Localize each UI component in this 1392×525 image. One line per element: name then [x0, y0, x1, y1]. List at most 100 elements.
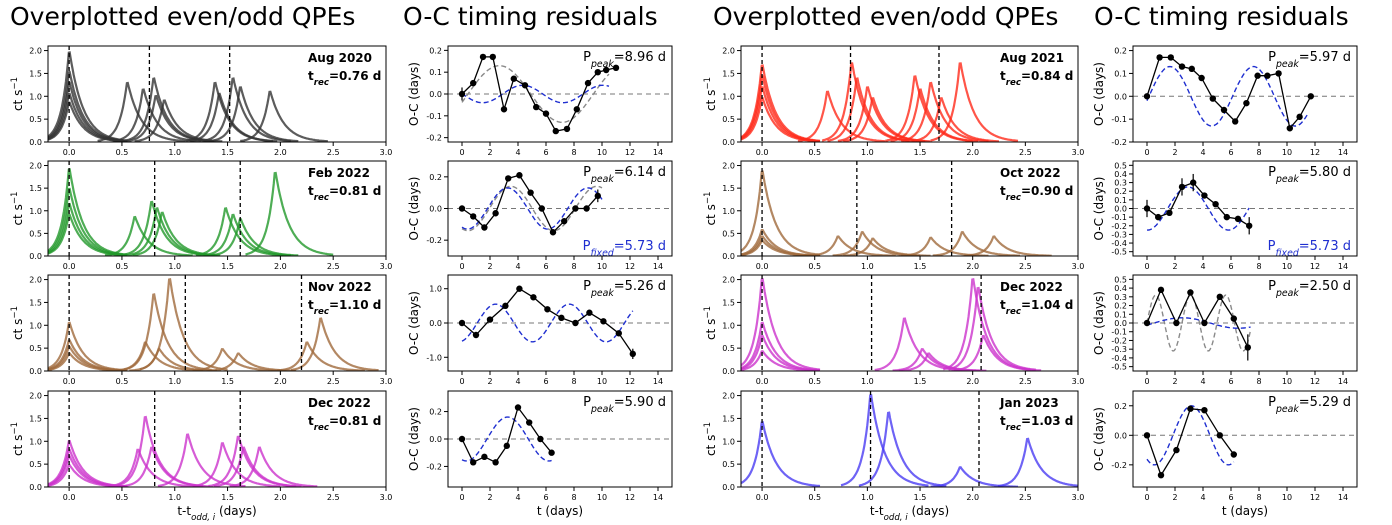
- oc-data-point: [1143, 205, 1151, 212]
- oc-data-point: [510, 75, 517, 82]
- x-tick-label: 6: [1228, 262, 1233, 271]
- y-tick-label: 0.5: [1114, 275, 1127, 284]
- oc-y-axis-label: O-C (days): [407, 407, 421, 471]
- x-tick-label: 0: [459, 148, 464, 157]
- plot-area: [448, 285, 672, 359]
- p-peak-label: Ppeak=5.26 d: [583, 279, 666, 299]
- oc-y-axis-label: O-C (days): [1092, 291, 1106, 355]
- epoch-label: Oct 2022: [1000, 166, 1061, 180]
- qpe-flare-curve: [843, 237, 931, 256]
- x-tick-label: 2: [1172, 262, 1177, 271]
- x-tick-label: 1.0: [861, 262, 874, 271]
- oc-panel-8: 0 2 4 6 8 10 12 14 -0.5-0.4-0.3-0.2-0.10.00.10.2…: [1092, 160, 1358, 271]
- oc-data-point: [552, 127, 559, 135]
- plot-area: [48, 46, 328, 142]
- x-tick-label: 14: [1338, 262, 1348, 271]
- oc-data-point: [1201, 407, 1208, 414]
- qpe-flare-curve: [953, 334, 1042, 371]
- qpe-flare-curve: [840, 393, 929, 487]
- x-tick-label: 2: [1172, 148, 1177, 157]
- y-tick-label: 1.0: [722, 92, 735, 101]
- y-tick-label: 0.0: [722, 138, 735, 147]
- x-tick-label: 0.5: [116, 493, 129, 502]
- oc-data-point: [548, 449, 555, 456]
- y-tick-label: 1.0: [722, 437, 735, 446]
- lightcurve-y-axis-label: ct s−1: [10, 306, 25, 340]
- column-title-2: O-C timing residuals: [403, 2, 658, 31]
- p-peak-label: Ppeak=5.80 d: [1268, 165, 1351, 185]
- oc-data-point: [1246, 222, 1253, 229]
- y-tick-label: 0.3: [1114, 179, 1127, 188]
- oc-data-line: [1146, 181, 1250, 227]
- oc-data-point: [615, 330, 622, 337]
- x-tick-label: 0.0: [756, 148, 769, 157]
- x-tick-label: 3.0: [380, 377, 393, 386]
- x-tick-label: 2: [1172, 377, 1177, 386]
- x-tick-label: 8: [1256, 493, 1261, 502]
- y-tick-label: 0.0: [1114, 319, 1127, 328]
- x-tick-label: 3.0: [380, 262, 393, 271]
- y-tick-label: -0.1: [426, 112, 442, 121]
- x-tick-label: 1.5: [221, 148, 234, 157]
- oc-panel-12: 0 2 4 6 8 10 12 14 -0.5-0.4-0.3-0.2-0.10.00.10.2…: [1092, 274, 1358, 386]
- plot-area: [741, 46, 1019, 142]
- column-title-4: O-C timing residuals: [1094, 2, 1349, 31]
- x-tick-label: 2.5: [1019, 377, 1032, 386]
- oc-data-point: [489, 53, 496, 61]
- gray-model-curve: [461, 185, 603, 232]
- lightcurve-panel-9: 0.0 0.5 1.0 1.5 2.0 2.5 3.0 0.0 0.5 1.0 1.5 2.0 Nov …: [10, 274, 393, 386]
- x-tick-label: 0.0: [756, 493, 769, 502]
- y-tick-label: 0.2: [1114, 302, 1127, 311]
- axes-frame: [1132, 390, 1358, 488]
- oc-data-point: [629, 350, 636, 358]
- plot-area: [1133, 54, 1357, 132]
- oc-panel-16: 0 2 4 6 8 10 12 14 -0.2 0.0 0.2 Ppeak=5.29 d O-C (da…: [1092, 390, 1358, 518]
- oc-x-axis-label: t (days): [537, 504, 583, 518]
- y-tick-label: -0.2: [426, 462, 442, 471]
- oc-data-point: [1307, 93, 1315, 100]
- oc-data-point: [503, 442, 510, 450]
- y-tick-label: 0.1: [429, 68, 442, 77]
- qpe-flare-curve: [741, 239, 820, 256]
- oc-data-point: [479, 53, 487, 61]
- oc-data-point: [516, 172, 523, 179]
- x-tick-label: 10: [1282, 493, 1292, 502]
- oc-data-point: [470, 213, 477, 220]
- y-tick-label: 0.5: [722, 115, 735, 124]
- oc-data-point: [472, 331, 480, 339]
- y-tick-label: -0.3: [1111, 230, 1127, 239]
- lightcurve-panel-3: 0.0 0.5 1.0 1.5 2.0 2.5 3.0 0.0 0.5 1.0 1.5 2.0 Aug …: [703, 45, 1084, 157]
- oc-data-point: [1254, 72, 1261, 79]
- x-tick-label: 0: [1144, 493, 1149, 502]
- axes-frame: [447, 45, 673, 143]
- lightcurve-panel-1: 0.0 0.5 1.0 1.5 2.0 2.5 3.0 0.0 0.5 1.0 1.5 2.0 Aug …: [10, 45, 392, 157]
- oc-data-point: [526, 419, 533, 426]
- oc-data-point: [1188, 65, 1196, 73]
- oc-data-point: [558, 314, 565, 322]
- x-tick-label: 4: [1200, 493, 1205, 502]
- axes-frame: [47, 390, 387, 488]
- x-tick-label: 0.5: [116, 148, 129, 157]
- axes-frame: [47, 45, 387, 143]
- oc-data-point: [1157, 286, 1165, 294]
- oc-data-point: [549, 229, 557, 236]
- x-tick-label: 2.5: [1019, 148, 1032, 157]
- x-tick-label: 2.5: [327, 148, 340, 157]
- x-tick-label: 10: [1282, 377, 1292, 386]
- y-tick-label: -0.5: [1111, 363, 1127, 372]
- y-tick-label: 0.0: [429, 205, 442, 214]
- y-tick-label: 0.3: [1114, 293, 1127, 302]
- t-rec-label: trec=1.04 d: [1000, 298, 1073, 317]
- oc-y-axis-label: O-C (days): [407, 62, 421, 126]
- qpe-flare-curve: [134, 99, 223, 142]
- qpe-flare-curve: [210, 218, 299, 256]
- x-tick-label: 0.5: [116, 262, 129, 271]
- plot-area: [741, 275, 1042, 371]
- oc-data-point: [1216, 293, 1224, 301]
- qpe-flare-curve: [123, 293, 212, 371]
- x-tick-label: 2.0: [274, 148, 287, 157]
- qpe-flare-curve: [900, 81, 989, 142]
- qpe-flare-curve: [210, 86, 299, 142]
- p-peak-label: Ppeak=5.90 d: [583, 395, 666, 415]
- x-tick-label: 2.0: [274, 377, 287, 386]
